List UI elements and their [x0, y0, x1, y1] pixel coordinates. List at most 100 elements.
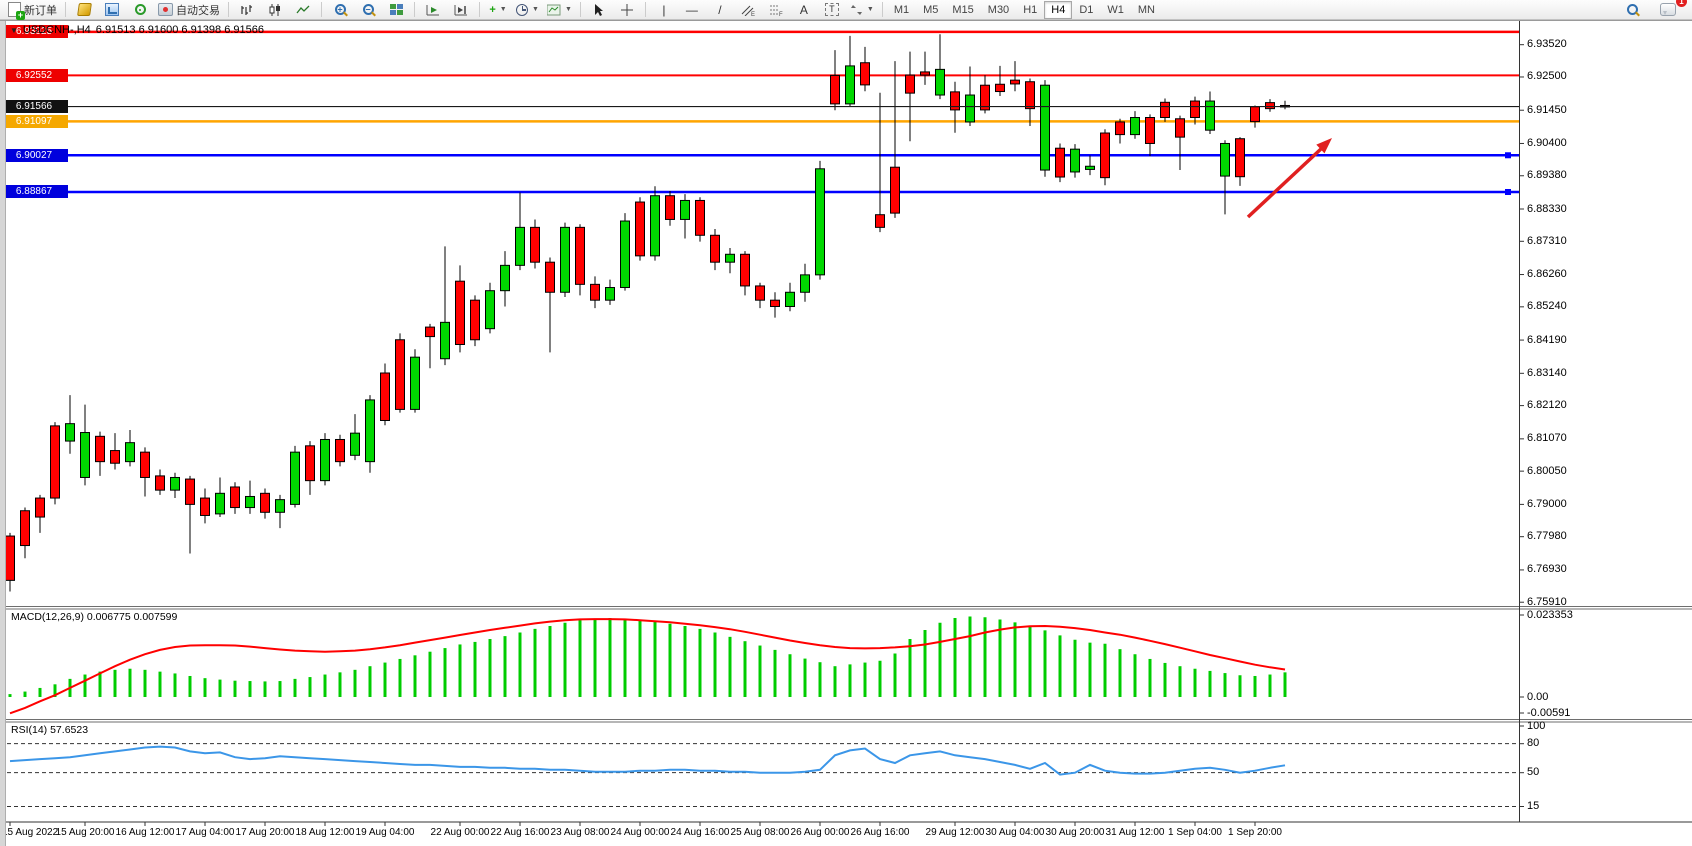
tab-h1[interactable]: H1 [1023, 3, 1038, 16]
candle [125, 442, 135, 463]
tab-h4[interactable]: H4 [1044, 0, 1073, 19]
new-order-button[interactable]: 新订单 [4, 0, 61, 20]
horizontal-lines[interactable] [5, 30, 1519, 195]
candle [545, 261, 555, 293]
tab-m5[interactable]: M5 [923, 3, 939, 16]
rsi-line [9, 745, 1286, 776]
candle [920, 71, 930, 76]
pane-separators[interactable] [0, 606, 1692, 723]
candle [575, 226, 585, 285]
candle [470, 299, 480, 341]
profile-button[interactable] [70, 0, 98, 20]
tab-m15[interactable]: M15 [952, 3, 974, 16]
chart-shift-button[interactable] [447, 0, 475, 20]
arrows-tool[interactable]: ▼ [846, 0, 878, 20]
hline-handle[interactable] [1505, 188, 1511, 195]
tab-w1[interactable]: W1 [1107, 3, 1124, 16]
arrows-icon [850, 4, 862, 15]
toolbar-separator [479, 2, 480, 17]
candle [245, 495, 255, 509]
rsi-pane [0, 743, 1519, 807]
toolbar-separator [321, 2, 322, 17]
candle [605, 287, 615, 301]
notifications-button[interactable]: 1 [1654, 0, 1687, 20]
cursor-button[interactable] [585, 0, 613, 20]
vertical-line-tool[interactable]: | [650, 0, 678, 20]
tile-windows-button[interactable] [382, 0, 410, 20]
indicators-button[interactable]: + ▼ [484, 0, 512, 20]
candle [1025, 81, 1035, 110]
candle [590, 283, 600, 301]
trend-arrow-annotation[interactable] [1246, 138, 1332, 219]
hline-handle[interactable] [1505, 152, 1511, 159]
svg-text:F: F [779, 12, 783, 16]
templates-button[interactable]: ▼ [543, 0, 576, 20]
tab-m30[interactable]: M30 [987, 3, 1010, 16]
channel-tool[interactable]: E [734, 0, 762, 20]
candle [440, 321, 450, 360]
candle [695, 199, 705, 236]
text-tool[interactable]: A [790, 0, 818, 20]
candle [50, 425, 60, 499]
candle [290, 451, 300, 505]
chart-window[interactable]: 6.93520 6.92500 6.91450 6.90400 6.89380 6.883… [0, 20, 1692, 846]
horizontal-line-tool[interactable]: — [678, 0, 706, 20]
candle [1085, 165, 1095, 170]
macd-label: MACD(12,26,9) 0.006775 0.007599 [11, 611, 178, 623]
market-watch-button[interactable] [98, 0, 126, 20]
candle [500, 264, 510, 292]
candle [455, 280, 465, 346]
text-label-tool[interactable]: T [818, 0, 846, 20]
candle [650, 195, 660, 257]
candle [1010, 79, 1020, 85]
fibonacci-tool[interactable]: F [762, 0, 790, 20]
new-order-icon [8, 2, 25, 20]
candle [980, 84, 990, 111]
candle [170, 476, 180, 491]
candle [875, 214, 885, 228]
chart-canvas[interactable] [0, 21, 1692, 846]
candle [740, 253, 750, 287]
candle [815, 168, 825, 276]
candle [485, 290, 495, 330]
candle [1040, 84, 1050, 171]
autotrading-button[interactable]: 自动交易 [154, 0, 224, 20]
zoom-in-button[interactable]: + [326, 0, 354, 20]
candle [560, 226, 570, 293]
vertical-line-icon: | [662, 2, 666, 17]
chevron-down-icon[interactable]: ▼ [10, 25, 18, 35]
candle [665, 195, 675, 220]
auto-scroll-button[interactable] [419, 0, 447, 20]
periods-button[interactable]: ▼ [512, 0, 543, 20]
candle [770, 299, 780, 308]
candle [530, 226, 540, 263]
candle [710, 234, 720, 263]
text-icon: A [799, 2, 808, 17]
candle [395, 339, 405, 410]
trendline-tool[interactable]: / [706, 0, 734, 20]
chart-shift-icon [454, 4, 467, 15]
tab-d1[interactable]: D1 [1079, 3, 1094, 16]
zoom-out-button[interactable]: − [354, 0, 382, 20]
tab-mn[interactable]: MN [1137, 3, 1155, 16]
bar-chart-button[interactable] [233, 0, 261, 20]
tab-m1[interactable]: M1 [893, 3, 910, 16]
candle [260, 492, 270, 513]
candlestick-chart-button[interactable] [261, 0, 289, 20]
candle [860, 62, 870, 86]
search-button[interactable] [1618, 0, 1646, 20]
signal-button[interactable] [126, 0, 154, 20]
line-chart-button[interactable] [289, 0, 317, 20]
candle [995, 83, 1005, 93]
line-chart-icon [296, 5, 310, 13]
crosshair-button[interactable] [613, 0, 641, 20]
bar-chart-icon [241, 4, 252, 15]
candle [725, 253, 735, 263]
candle [140, 451, 150, 478]
horizontal-line-icon: — [685, 2, 698, 17]
candle [350, 432, 360, 456]
candlestick-chart-icon [269, 3, 280, 16]
candle [1070, 148, 1080, 173]
candle [155, 475, 165, 491]
candle [215, 492, 225, 515]
